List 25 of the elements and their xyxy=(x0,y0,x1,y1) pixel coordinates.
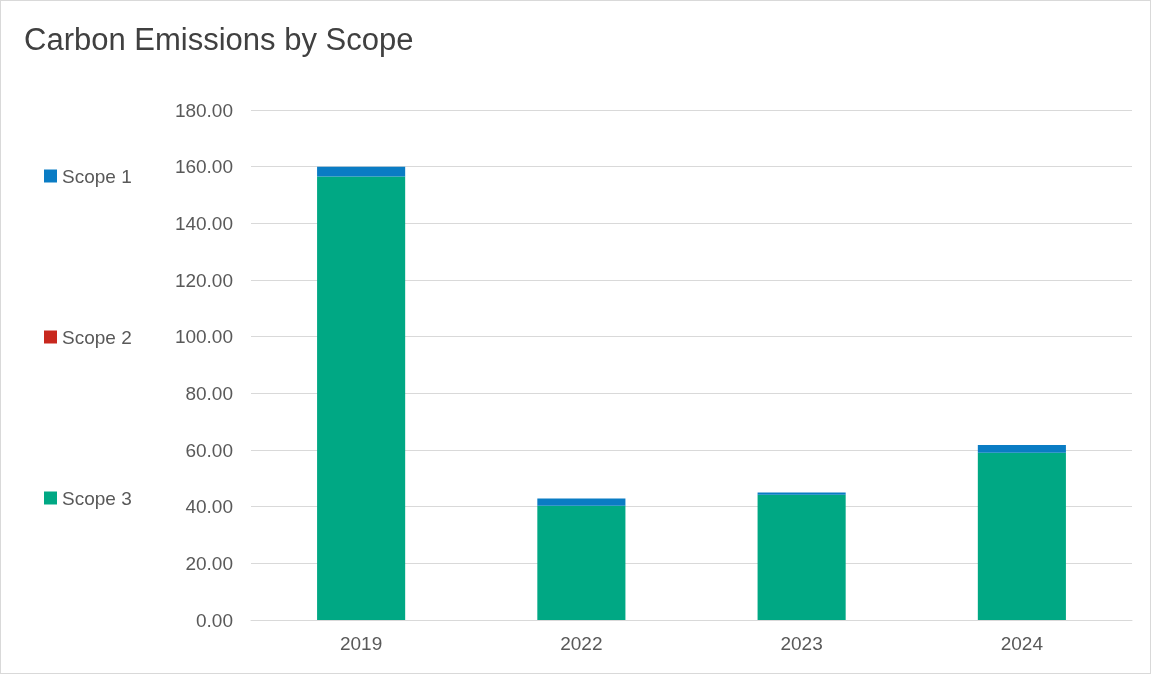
x-tick-label: 2022 xyxy=(560,633,603,654)
y-tick-label: 160.00 xyxy=(174,156,233,178)
bar xyxy=(977,452,1066,620)
y-tick-label: 40.00 xyxy=(185,496,233,518)
legend-label: Scope 3 xyxy=(62,487,132,509)
bar xyxy=(317,176,406,620)
bar xyxy=(317,166,406,177)
x-tick-label: 2019 xyxy=(339,633,383,654)
y-tick-label: 80.00 xyxy=(185,382,233,404)
bar xyxy=(757,494,846,620)
y-tick-label: 140.00 xyxy=(174,212,233,234)
y-tick-label: 120.00 xyxy=(174,269,233,291)
x-tick-label: 2023 xyxy=(780,633,823,654)
y-tick-label: 100.00 xyxy=(174,326,233,348)
y-tick-label: 60.00 xyxy=(185,439,233,461)
y-tick-label: 20.00 xyxy=(185,552,233,574)
legend-label: Scope 2 xyxy=(62,326,132,348)
bar xyxy=(537,498,626,506)
y-tick-label: 180.00 xyxy=(174,99,233,121)
bar xyxy=(977,444,1066,453)
chart-title: Carbon Emissions by Scope xyxy=(24,22,414,57)
legend-label: Scope 1 xyxy=(62,165,132,187)
y-tick-label: 0.00 xyxy=(196,609,233,631)
bar xyxy=(537,505,626,620)
x-tick-label: 2024 xyxy=(1000,633,1044,654)
